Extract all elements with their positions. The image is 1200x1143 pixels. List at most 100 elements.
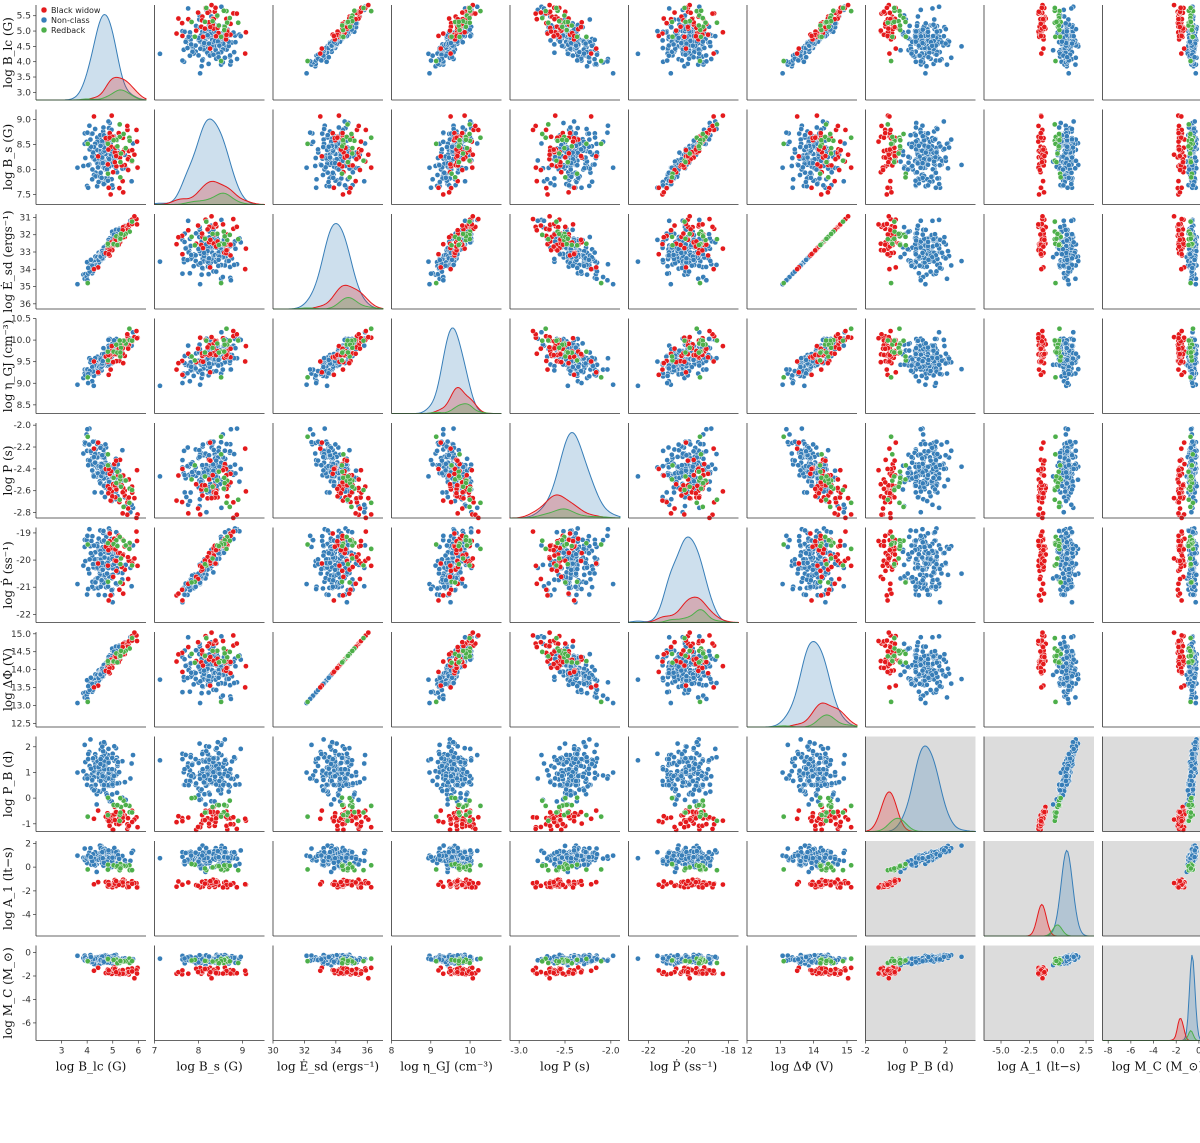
y-tick-label: 5.0 — [17, 27, 32, 37]
data-point — [818, 23, 823, 28]
data-point — [886, 26, 891, 31]
data-point — [345, 160, 350, 165]
data-point — [353, 179, 358, 184]
data-point — [366, 152, 371, 157]
panel-Bs-vs-dPhi — [747, 110, 857, 205]
data-point — [174, 31, 179, 36]
data-point — [363, 127, 368, 132]
data-point — [438, 154, 443, 159]
data-point — [564, 27, 569, 32]
data-point — [547, 227, 552, 232]
data-point — [90, 131, 95, 136]
data-point — [1059, 39, 1064, 44]
data-point — [569, 174, 574, 179]
data-point — [605, 123, 610, 128]
data-point — [1177, 153, 1182, 158]
data-point — [1036, 139, 1041, 144]
data-point — [210, 19, 215, 24]
data-point — [83, 155, 88, 160]
data-point — [1066, 163, 1071, 168]
data-point — [909, 51, 914, 56]
data-point — [594, 46, 599, 51]
data-point — [655, 29, 660, 34]
data-point — [1063, 21, 1068, 26]
data-point — [1188, 151, 1193, 156]
data-point — [180, 252, 185, 257]
data-point — [809, 33, 814, 38]
data-point — [118, 236, 123, 241]
data-point — [216, 23, 221, 28]
data-point — [129, 219, 134, 224]
data-point — [780, 165, 785, 170]
data-point — [101, 181, 106, 186]
data-point — [843, 127, 848, 132]
data-point — [594, 276, 599, 281]
data-point — [566, 183, 571, 188]
data-point — [1055, 151, 1060, 156]
data-point — [543, 127, 548, 132]
data-point — [1065, 55, 1070, 60]
data-point — [206, 272, 211, 277]
data-point — [1176, 179, 1181, 184]
data-point — [565, 236, 570, 241]
panel-Bs-vs-Bs — [155, 110, 265, 205]
data-point — [880, 167, 885, 172]
data-point — [582, 263, 587, 268]
data-point — [118, 175, 123, 180]
data-point — [470, 152, 475, 157]
data-point — [206, 61, 211, 66]
panel-Blc-vs-A1 — [984, 2, 1094, 100]
data-point — [98, 143, 103, 148]
data-point — [336, 125, 341, 130]
data-point — [611, 282, 616, 287]
data-point — [1189, 27, 1194, 32]
data-point — [1177, 147, 1182, 152]
data-point — [361, 158, 366, 163]
data-point — [959, 44, 964, 49]
data-point — [362, 179, 367, 184]
data-point — [205, 227, 210, 232]
data-point — [575, 58, 580, 63]
data-point — [91, 114, 96, 119]
data-point — [669, 25, 674, 30]
panel-Bs-vs-PB — [866, 110, 976, 205]
data-point — [361, 5, 366, 10]
data-point — [934, 29, 939, 34]
data-point — [791, 177, 796, 182]
data-point — [305, 58, 310, 63]
data-point — [1041, 46, 1046, 51]
data-point — [441, 130, 446, 135]
panel-Blc-vs-Pdot — [629, 2, 739, 100]
data-point — [892, 5, 897, 10]
data-point — [243, 51, 248, 56]
data-point — [134, 139, 139, 144]
data-point — [959, 162, 964, 167]
data-point — [594, 154, 599, 159]
data-point — [1052, 5, 1057, 10]
data-point — [920, 40, 925, 45]
data-point — [584, 272, 589, 277]
data-point — [105, 141, 110, 146]
data-point — [883, 130, 888, 135]
data-point — [106, 252, 111, 257]
data-point — [913, 59, 918, 64]
y-tick-label: 3.0 — [17, 88, 32, 98]
data-point — [118, 160, 123, 165]
data-point — [841, 179, 846, 184]
data-point — [828, 131, 833, 136]
data-point — [829, 151, 834, 156]
data-point — [805, 155, 810, 160]
data-point — [1190, 34, 1195, 39]
data-point — [356, 123, 361, 128]
data-point — [668, 71, 673, 76]
y-tick-label: 9.0 — [17, 116, 32, 126]
data-point — [923, 150, 928, 155]
data-point — [796, 58, 801, 63]
data-point — [202, 19, 207, 24]
y-tick-label: 7.5 — [17, 191, 31, 201]
data-point — [98, 170, 103, 175]
data-point — [566, 190, 571, 195]
data-point — [1041, 147, 1046, 152]
data-point — [85, 130, 90, 135]
data-point — [81, 163, 86, 168]
